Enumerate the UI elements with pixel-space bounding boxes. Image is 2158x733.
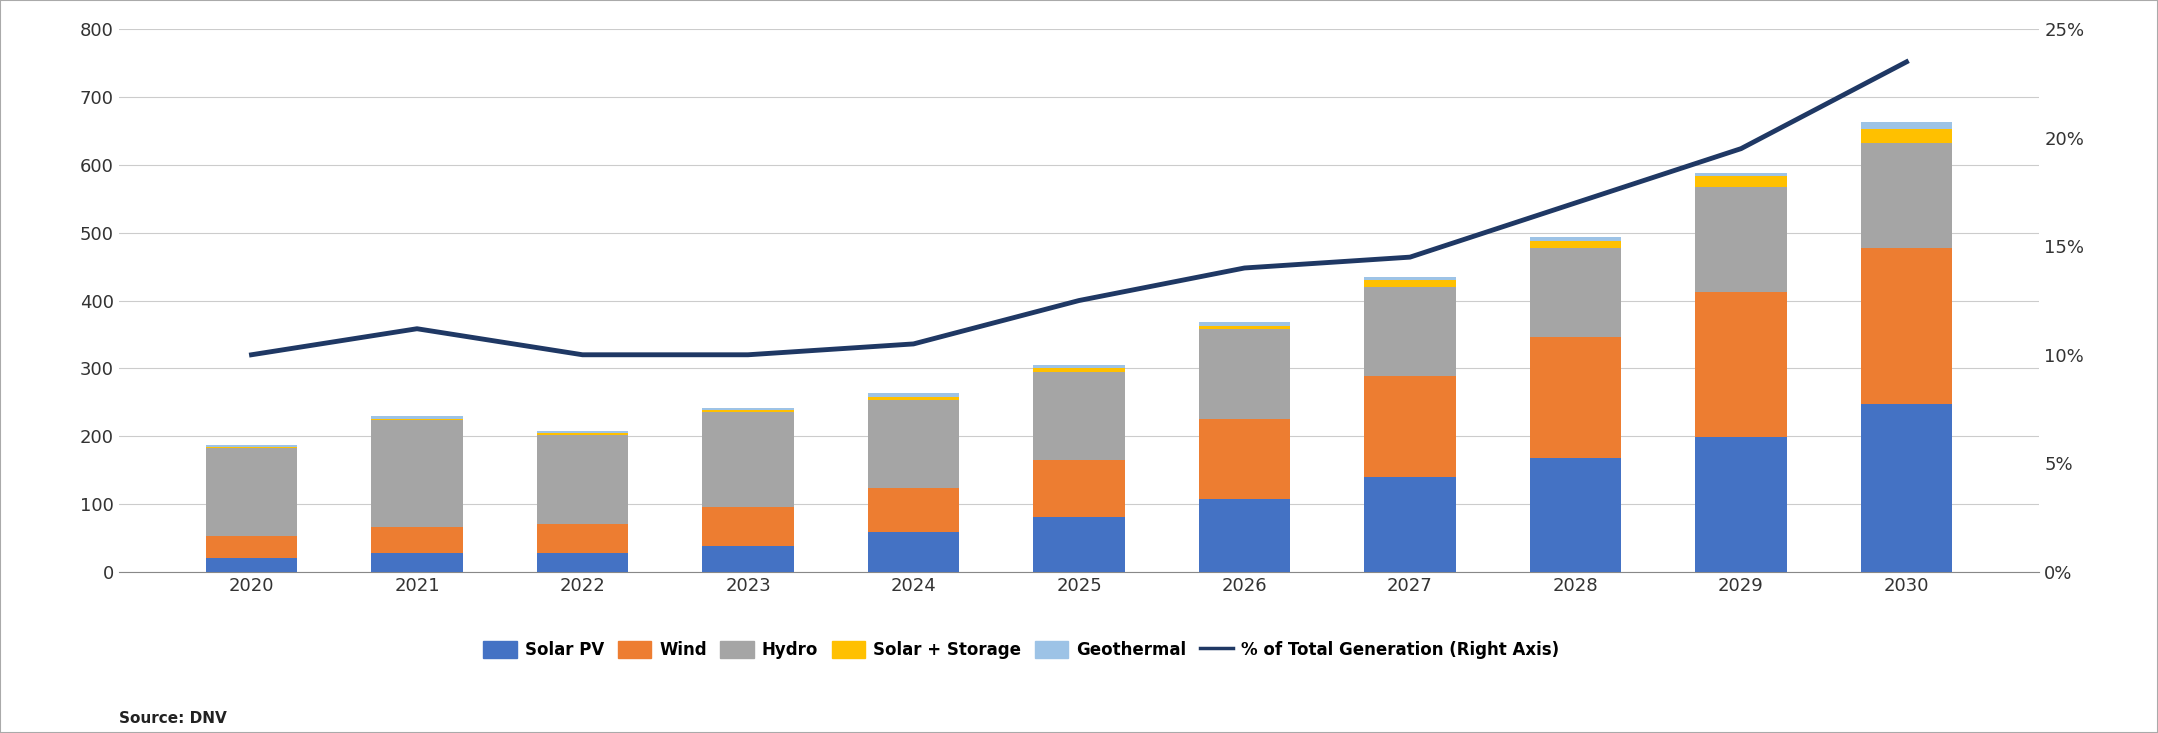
Bar xyxy=(1034,460,1124,517)
Bar xyxy=(1200,323,1290,325)
Bar xyxy=(1530,241,1621,248)
Bar xyxy=(205,447,298,449)
Bar xyxy=(205,449,298,537)
Bar xyxy=(1530,337,1621,458)
Bar xyxy=(371,416,462,419)
Bar xyxy=(1860,248,1953,404)
Bar xyxy=(1530,248,1621,337)
Bar xyxy=(537,433,628,435)
Bar xyxy=(868,394,958,397)
Bar xyxy=(1530,458,1621,572)
Bar xyxy=(868,397,958,400)
Bar xyxy=(1364,280,1454,287)
Bar xyxy=(205,445,298,447)
Bar xyxy=(371,553,462,572)
Bar xyxy=(371,420,462,527)
Bar xyxy=(868,400,958,488)
Bar xyxy=(1364,477,1454,572)
Bar xyxy=(1200,419,1290,498)
Bar xyxy=(537,435,628,524)
Bar xyxy=(371,527,462,553)
Bar xyxy=(1200,329,1290,419)
Bar xyxy=(205,559,298,572)
Bar xyxy=(704,408,794,410)
Bar xyxy=(1034,372,1124,460)
Bar xyxy=(1034,368,1124,372)
Bar xyxy=(1696,292,1787,438)
Bar xyxy=(704,410,794,412)
Bar xyxy=(1364,287,1454,377)
Bar xyxy=(1696,187,1787,292)
Bar xyxy=(205,537,298,559)
Bar xyxy=(1860,122,1953,129)
Bar xyxy=(1860,404,1953,572)
Bar xyxy=(1034,365,1124,368)
Bar xyxy=(1200,325,1290,329)
Bar xyxy=(1696,173,1787,177)
Bar xyxy=(1860,142,1953,248)
Bar xyxy=(1696,438,1787,572)
Bar xyxy=(1200,498,1290,572)
Bar xyxy=(1696,177,1787,187)
Bar xyxy=(1364,277,1454,280)
Legend: Solar PV, Wind, Hydro, Solar + Storage, Geothermal, % of Total Generation (Right: Solar PV, Wind, Hydro, Solar + Storage, … xyxy=(477,634,1567,666)
Bar xyxy=(1860,129,1953,142)
Bar xyxy=(537,553,628,572)
Bar xyxy=(868,532,958,572)
Text: Source: DNV: Source: DNV xyxy=(119,711,227,726)
Bar xyxy=(371,419,462,420)
Bar xyxy=(1034,517,1124,572)
Bar xyxy=(1364,377,1454,477)
Bar xyxy=(868,488,958,532)
Bar xyxy=(537,431,628,433)
Bar xyxy=(537,524,628,553)
Bar xyxy=(704,507,794,546)
Bar xyxy=(1530,237,1621,241)
Bar xyxy=(704,546,794,572)
Bar xyxy=(704,412,794,507)
